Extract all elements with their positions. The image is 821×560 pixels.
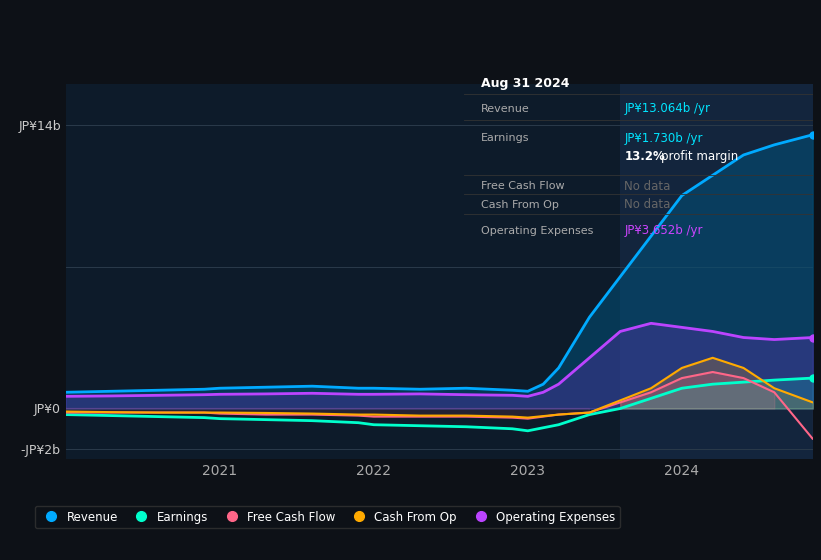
Text: JP¥3.652b /yr: JP¥3.652b /yr [624, 224, 703, 237]
Text: No data: No data [624, 198, 671, 211]
Text: Cash From Op: Cash From Op [481, 200, 559, 210]
Bar [620, 84, 813, 459]
Legend: Revenue, Earnings, Free Cash Flow, Cash From Op, Operating Expenses: Revenue, Earnings, Free Cash Flow, Cash … [34, 506, 620, 528]
Text: Revenue: Revenue [481, 104, 530, 114]
Text: Earnings: Earnings [481, 133, 530, 143]
Text: JP¥1.730b /yr: JP¥1.730b /yr [624, 132, 703, 145]
Text: 13.2%: 13.2% [624, 150, 665, 164]
Text: Free Cash Flow: Free Cash Flow [481, 181, 565, 192]
Text: Aug 31 2024: Aug 31 2024 [481, 77, 570, 90]
Text: JP¥13.064b /yr: JP¥13.064b /yr [624, 102, 710, 115]
Text: No data: No data [624, 180, 671, 193]
Text: Operating Expenses: Operating Expenses [481, 226, 594, 236]
Text: profit margin: profit margin [661, 150, 738, 164]
